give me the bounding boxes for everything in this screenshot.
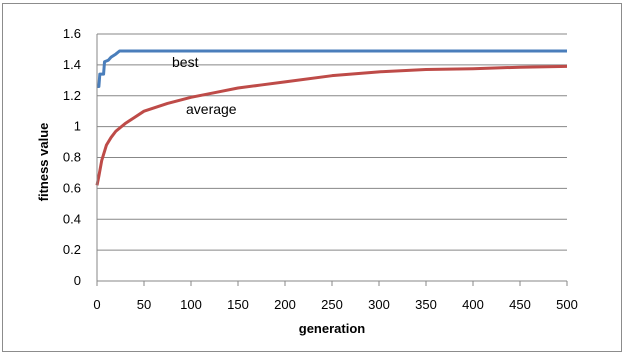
y-tick-label: 1.2 — [63, 88, 81, 103]
y-tick-label: 0.6 — [63, 180, 81, 195]
y-tick-label: 0.8 — [63, 150, 81, 165]
x-tick-label: 150 — [227, 297, 249, 312]
series-line-best — [97, 49, 567, 88]
y-tick-label: 0.2 — [63, 242, 81, 257]
x-tick-label: 250 — [321, 297, 343, 312]
y-axis-title: fitness value — [36, 123, 51, 202]
y-tick-label: 1 — [74, 119, 81, 134]
axes — [96, 34, 568, 286]
x-tick-label: 450 — [509, 297, 531, 312]
series-label-average: average — [186, 101, 237, 117]
x-tick-label: 100 — [180, 297, 202, 312]
x-axis-title: generation — [299, 321, 366, 336]
x-tick-label: 300 — [368, 297, 390, 312]
series-lines — [95, 49, 568, 186]
y-tick-label: 0 — [74, 273, 81, 288]
x-tick-label: 200 — [274, 297, 296, 312]
x-tick-label: 500 — [556, 297, 578, 312]
grid-lines — [97, 33, 567, 251]
x-tick-label: 50 — [137, 297, 151, 312]
tick-labels: 0 0.2 0.4 0.6 0.8 1 1.2 1.4 1.6 0 50 100 150 200 250 30… — [63, 26, 578, 312]
y-tick-label: 1.6 — [63, 26, 81, 41]
y-tick-label: 0.4 — [63, 211, 81, 226]
x-tick-label: 400 — [462, 297, 484, 312]
series-label-best: best — [172, 54, 199, 70]
series-line-average — [95, 64, 568, 186]
y-tick-label: 1.4 — [63, 57, 81, 72]
x-tick-label: 0 — [93, 297, 100, 312]
x-tick-label: 350 — [415, 297, 437, 312]
